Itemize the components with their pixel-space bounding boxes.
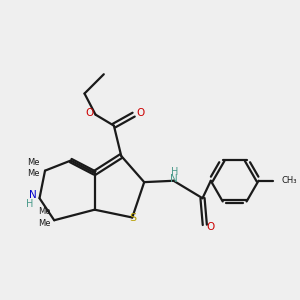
Text: N: N <box>170 174 178 184</box>
Text: O: O <box>206 222 214 232</box>
Text: H: H <box>171 167 178 177</box>
Text: Me: Me <box>38 208 50 217</box>
Text: N: N <box>29 190 37 200</box>
Text: O: O <box>136 108 144 118</box>
Text: Me: Me <box>38 219 50 228</box>
Text: Me: Me <box>27 158 40 167</box>
Text: O: O <box>85 108 93 118</box>
Text: H: H <box>26 199 33 209</box>
Text: Me: Me <box>27 169 40 178</box>
Text: S: S <box>130 213 137 223</box>
Text: CH₃: CH₃ <box>281 176 297 185</box>
